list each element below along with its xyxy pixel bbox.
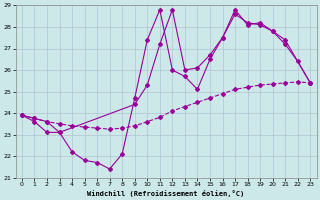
X-axis label: Windchill (Refroidissement éolien,°C): Windchill (Refroidissement éolien,°C) xyxy=(87,190,245,197)
